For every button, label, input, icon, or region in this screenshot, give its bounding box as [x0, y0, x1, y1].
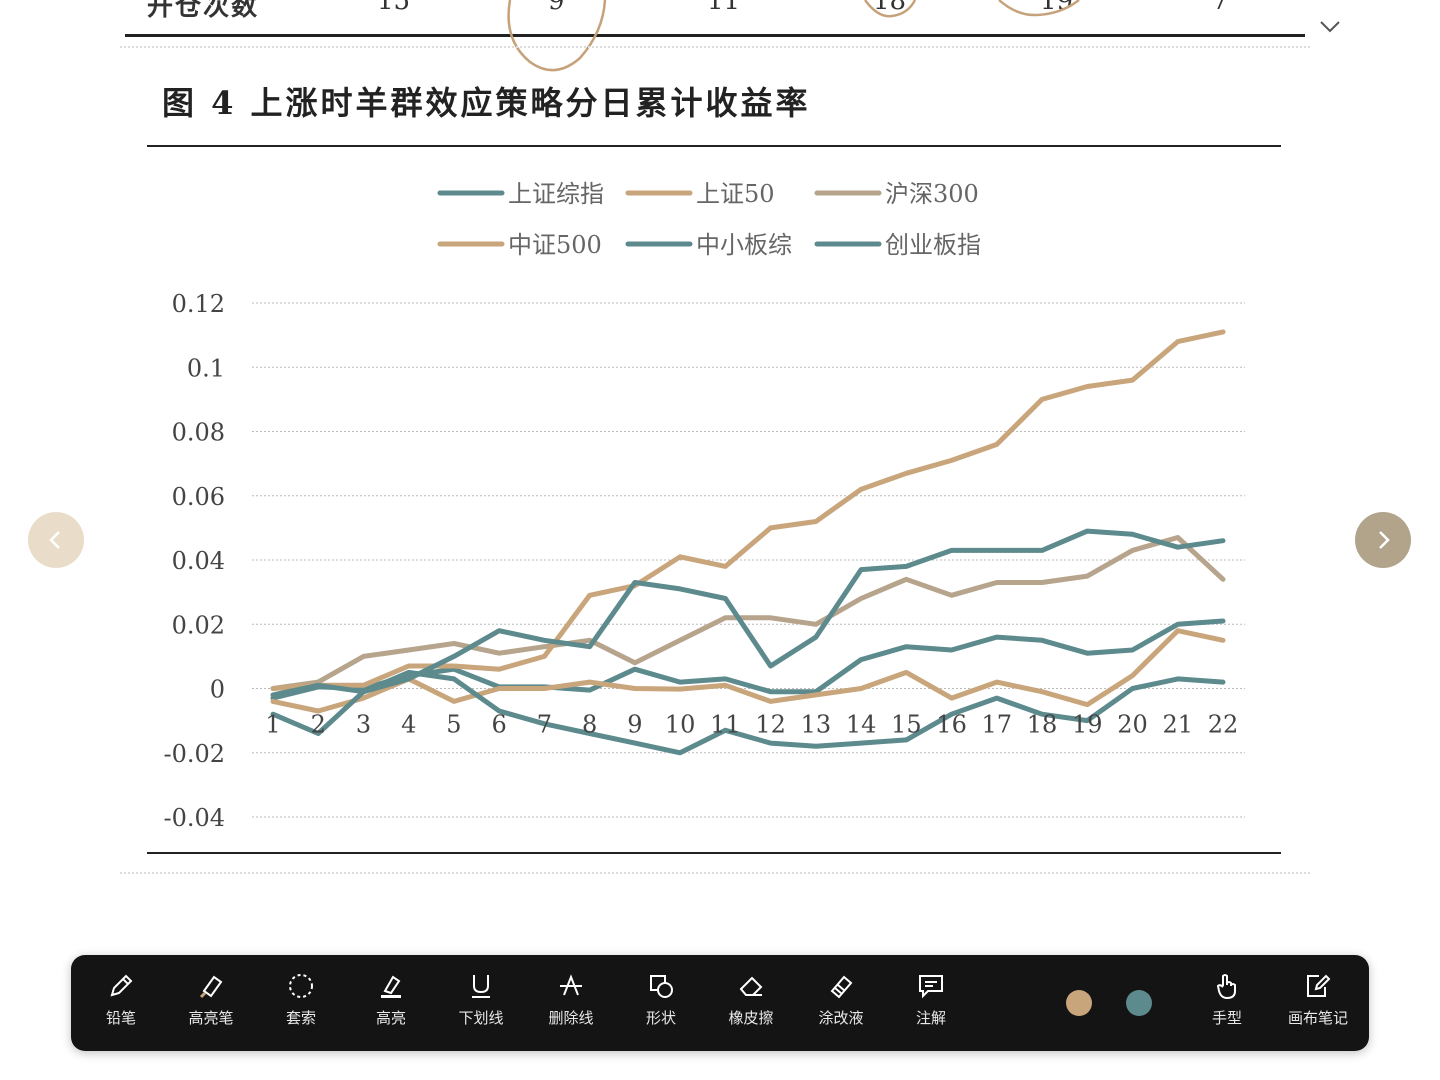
y-tick-label: 0.02: [172, 611, 225, 639]
y-tick-label: 0.08: [172, 419, 225, 447]
x-tick-label: 5: [446, 711, 461, 739]
tool-label: 手型: [1211, 1009, 1242, 1027]
y-tick-label: -0.02: [163, 740, 225, 768]
strikethrough-icon: [560, 974, 582, 996]
series-line: [270, 618, 1226, 701]
series-line: [270, 669, 1226, 756]
canvas-note-tool[interactable]: 画布笔记: [1273, 971, 1363, 1037]
hand-icon: [1216, 974, 1236, 1000]
x-tick-label: 4: [401, 711, 416, 739]
shape-tool[interactable]: 形状: [616, 971, 706, 1037]
comment-tool[interactable]: 注解: [886, 971, 976, 1037]
x-tick-label: 15: [891, 711, 922, 739]
tool-label: 铅笔: [105, 1009, 136, 1027]
y-tick-label: 0.04: [172, 547, 225, 575]
table-cell: 15: [377, 0, 411, 16]
y-tick-label: -0.04: [163, 804, 225, 832]
eraser-tool[interactable]: 橡皮擦: [706, 971, 796, 1037]
highlighter-pen-tool[interactable]: 高亮笔: [166, 971, 256, 1037]
x-tick-label: 22: [1208, 711, 1239, 739]
divider: [120, 46, 1310, 48]
tool-label: 下划线: [458, 1009, 504, 1027]
x-tick-label: 19: [1072, 711, 1103, 739]
chevron-right-icon: [1379, 531, 1390, 549]
x-tick-label: 16: [936, 711, 967, 739]
top-rule: [147, 145, 1281, 147]
x-tick-label: 20: [1117, 711, 1148, 739]
series-line: [270, 528, 1226, 698]
legend-label: 中证500: [508, 231, 602, 259]
tool-label: 涂改液: [818, 1009, 864, 1027]
hand-tool[interactable]: 手型: [1182, 971, 1272, 1037]
tool-label: 注解: [915, 1009, 946, 1027]
lasso-tool[interactable]: 套索: [256, 971, 346, 1037]
x-tick-label: 14: [846, 711, 877, 739]
pencil-tool[interactable]: 铅笔: [76, 971, 166, 1037]
bottom-rule: [147, 852, 1281, 854]
x-tick-label: 18: [1027, 711, 1058, 739]
x-tick-label: 13: [801, 711, 832, 739]
x-tick-label: 9: [627, 711, 642, 739]
tool-label: 高亮笔: [188, 1009, 234, 1027]
figure-title: 图 4 上涨时羊群效应策略分日累计收益率: [162, 84, 811, 122]
y-tick-label: 0.1: [187, 354, 225, 382]
x-tick-label: 3: [356, 711, 371, 739]
lasso-icon: [289, 974, 313, 998]
chevron-left-icon: [49, 531, 60, 549]
row-label: 开仓次数: [147, 0, 260, 22]
chevron-down-icon[interactable]: [1316, 12, 1344, 40]
comment-icon: [919, 975, 943, 999]
legend-label: 创业板指: [885, 231, 981, 259]
line-chart: 0.120.10.080.060.040.020-0.02-0.041 2 3 4 5 6…: [163, 180, 1245, 832]
table-cell: 7: [1212, 0, 1229, 16]
legend-label: 上证综指: [508, 180, 604, 208]
tool-label: 形状: [645, 1009, 676, 1027]
color-swatch-teal[interactable]: [1126, 990, 1152, 1016]
x-tick-label: 11: [710, 711, 741, 739]
annotation-toolbar: 铅笔 高亮笔 套索 高亮 下划线 删除线 形状 橡皮擦 涂改液 注解 手型: [71, 955, 1369, 1051]
tool-label: 删除线: [548, 1009, 594, 1027]
highlighter-icon: [199, 975, 223, 999]
table-cell: 11: [707, 0, 741, 16]
canvas-note-icon: [1307, 974, 1331, 997]
legend-label: 中小板综: [696, 231, 792, 259]
series-line: [270, 535, 1226, 691]
pencil-icon: [110, 974, 133, 997]
x-tick-label: 6: [492, 711, 507, 739]
y-tick-label: 0.12: [172, 290, 225, 318]
y-tick-label: 0: [210, 676, 225, 704]
y-tick-label: 0.06: [172, 483, 225, 511]
highlight-tool[interactable]: 高亮: [346, 971, 436, 1037]
divider: [120, 872, 1310, 874]
x-tick-label: 17: [982, 711, 1013, 739]
color-swatch-tan[interactable]: [1066, 990, 1092, 1016]
x-tick-label: 2: [311, 711, 326, 739]
legend-label: 沪深300: [885, 180, 979, 208]
tool-label: 画布笔记: [1287, 1009, 1348, 1027]
next-page-button[interactable]: [1355, 512, 1411, 568]
x-tick-label: 1: [265, 711, 280, 739]
eraser-icon: [739, 976, 763, 996]
underline-tool[interactable]: 下划线: [436, 971, 526, 1037]
strikethrough-tool[interactable]: 删除线: [526, 971, 616, 1037]
x-tick-label: 12: [755, 711, 786, 739]
series-line: [270, 628, 1226, 714]
tool-label: 橡皮擦: [728, 1009, 774, 1027]
underline-icon: [472, 975, 490, 998]
x-tick-label: 21: [1162, 711, 1193, 739]
correction-fluid-icon: [830, 975, 853, 999]
legend-label: 上证50: [696, 180, 775, 208]
tool-label: 套索: [285, 1009, 316, 1027]
correction-fluid-tool[interactable]: 涂改液: [796, 971, 886, 1037]
prev-page-button[interactable]: [28, 512, 84, 568]
highlight-icon: [381, 975, 401, 998]
x-tick-label: 7: [537, 711, 552, 739]
x-tick-label: 10: [665, 711, 696, 739]
tool-label: 高亮: [375, 1009, 406, 1027]
x-tick-label: 8: [582, 711, 597, 739]
shape-icon: [650, 975, 673, 998]
